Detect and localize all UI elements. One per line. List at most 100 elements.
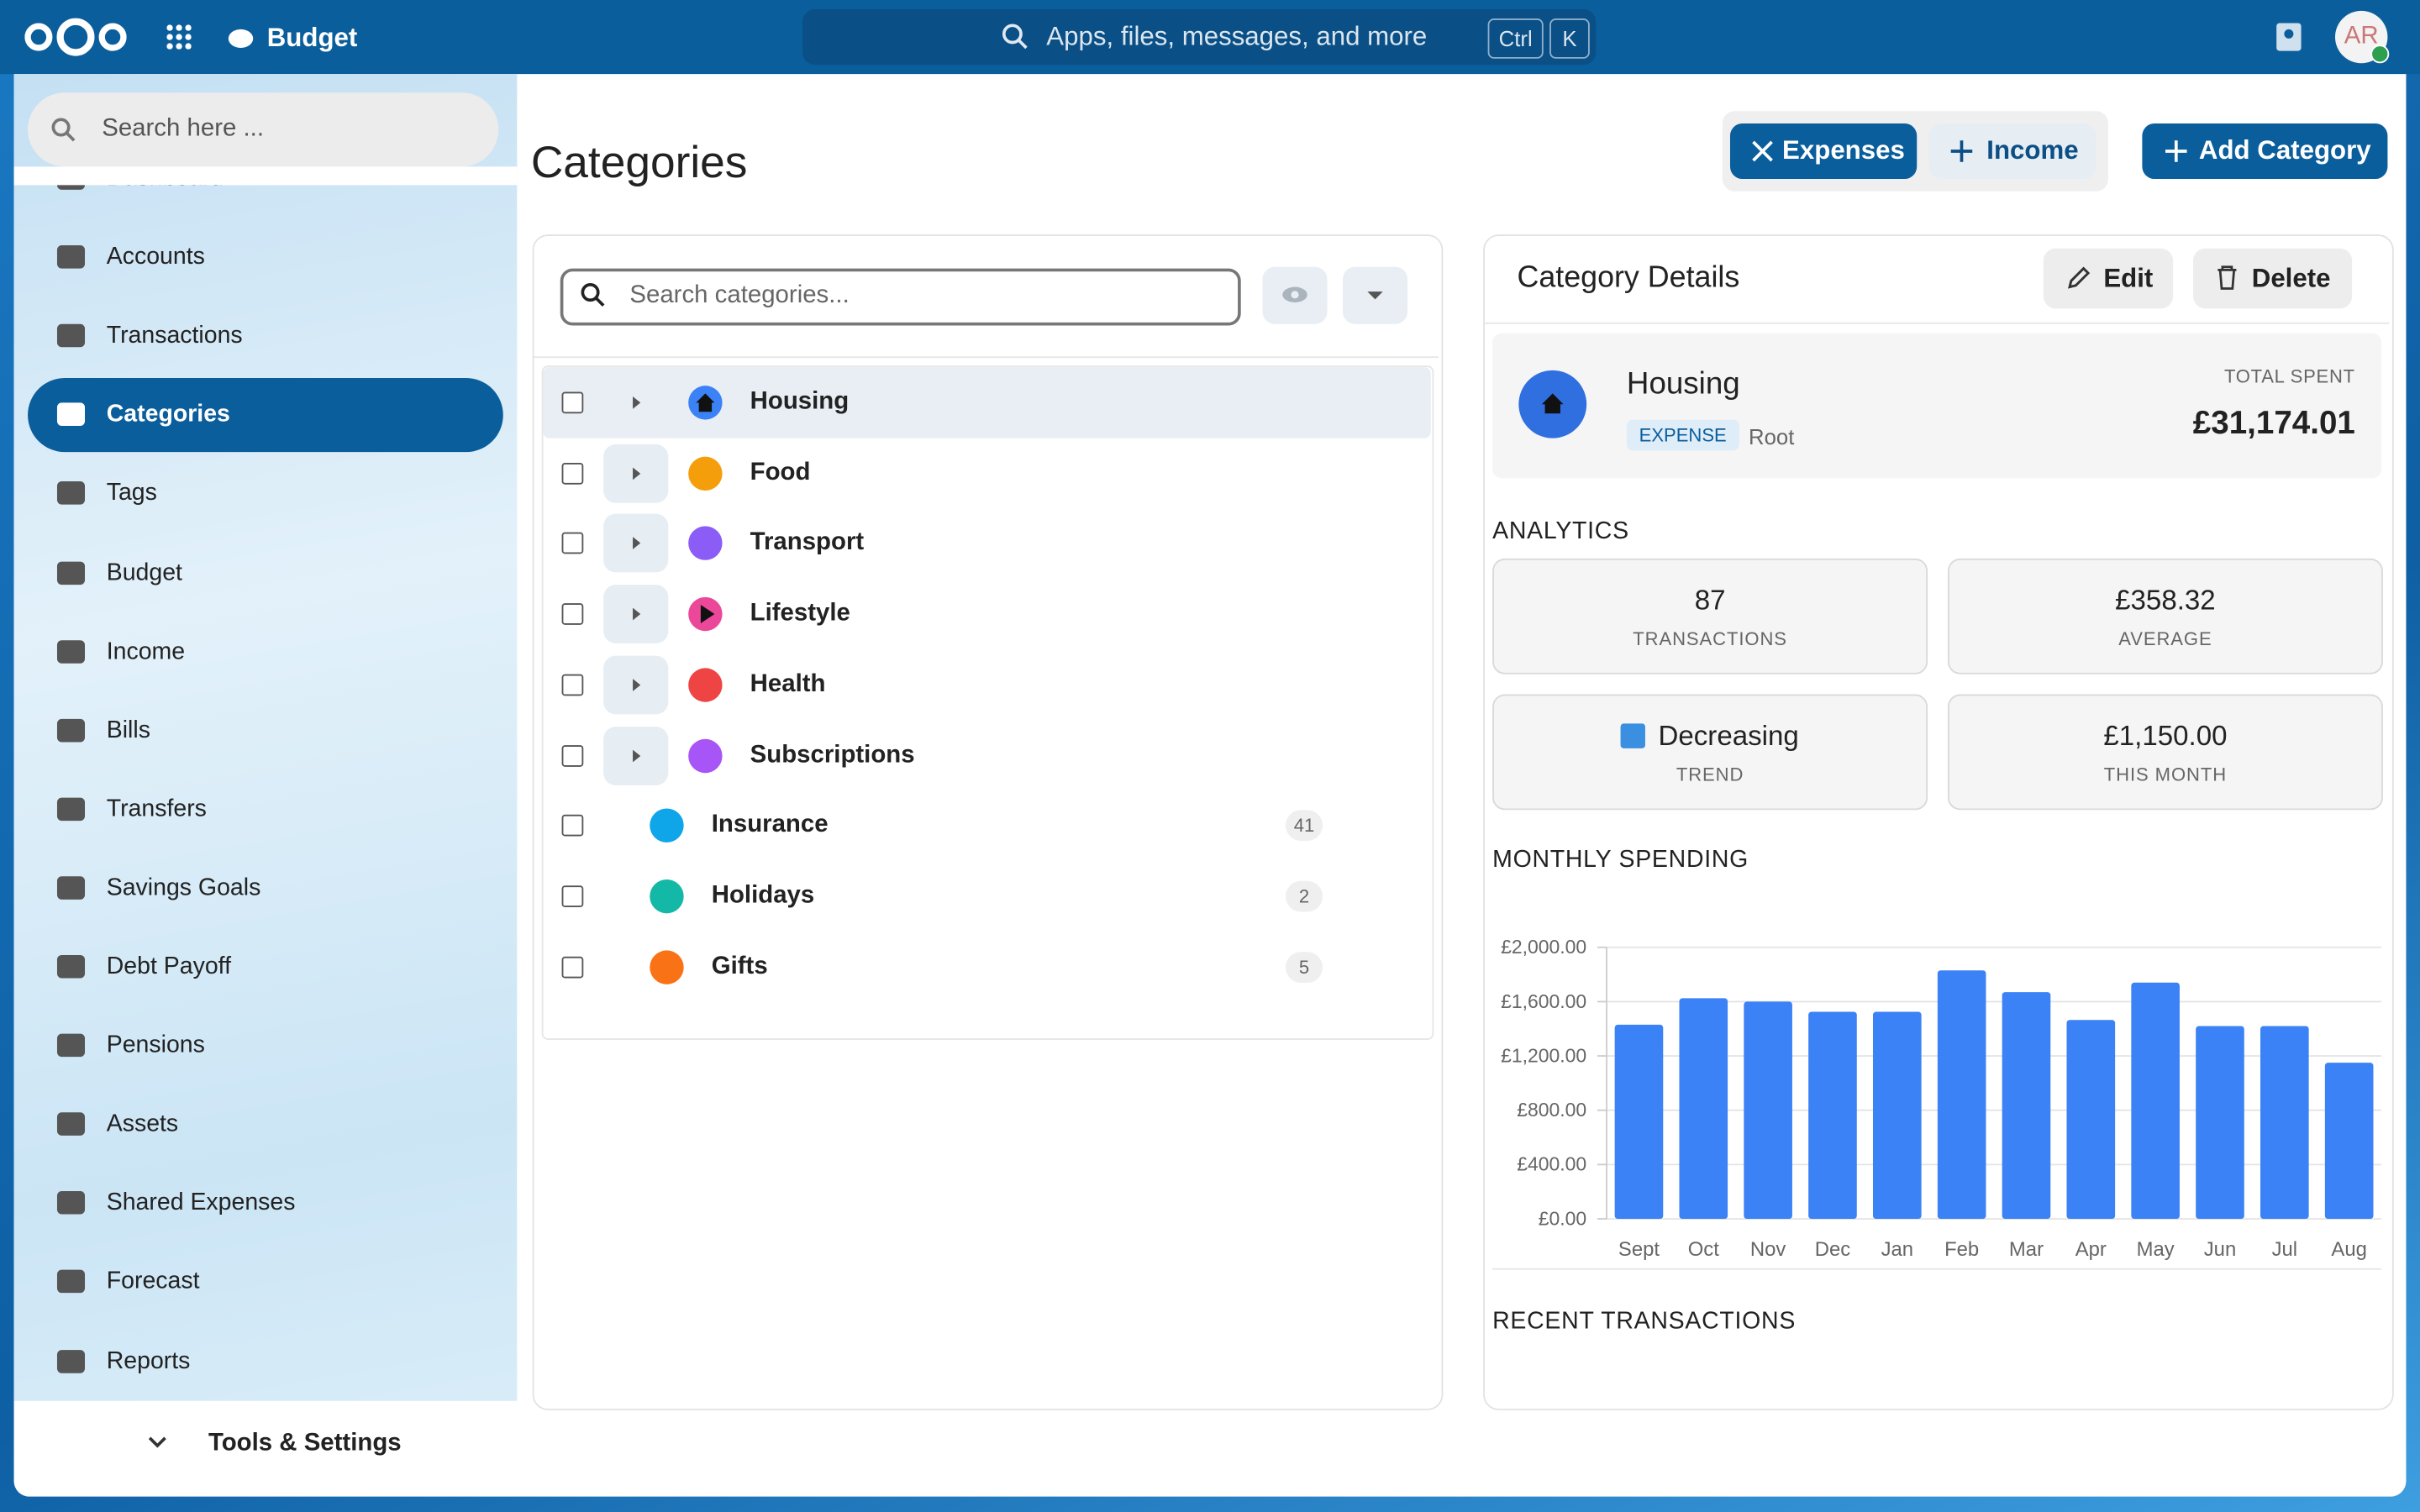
section-title: RECENT TRANSACTIONS [1492,1308,1797,1335]
nav-item[interactable]: Dashboard [107,185,224,194]
filter-label: Income [1986,135,2079,165]
bar [2131,982,2180,1220]
edit-button[interactable]: Edit [2043,248,2174,309]
bar [1614,1024,1664,1220]
expand-button[interactable] [603,726,669,785]
global-search[interactable] [802,9,1597,66]
section-title: ANALYTICS [1492,518,1629,545]
nav-item[interactable]: Savings Goals [106,874,261,901]
nav-item[interactable]: Tags [106,480,157,507]
expand-button[interactable] [603,444,669,503]
plus-icon [2165,140,2187,162]
home-icon [1541,393,1564,414]
x-tick-label: Apr [2075,1238,2107,1261]
page-title: Categories [530,139,748,189]
category-name[interactable]: Food [750,459,811,486]
checkbox[interactable] [561,603,584,626]
delete-button[interactable]: Delete [2193,248,2353,309]
category-search[interactable] [560,268,1241,326]
nav-item[interactable]: Budget [106,559,182,586]
expand-button[interactable] [603,655,669,715]
checkbox[interactable] [561,885,584,907]
monthly-chart: £0.00 £400.00 £800.00 £1,200.00 £1,600.00 £2,… [1501,936,2382,1261]
nav-item[interactable]: Pensions [106,1032,205,1059]
search-icon [1002,24,1028,50]
caret [633,748,641,762]
category-list [541,365,1434,1040]
edit-icon [2068,266,2091,289]
nav-icon [56,1270,86,1294]
x-tick-label: Sept [1618,1238,1660,1261]
checkbox[interactable] [561,956,584,978]
play-icon [700,605,715,624]
nav-item[interactable]: Shared Expenses [106,1189,296,1216]
x-tick-label: Aug [2331,1238,2366,1261]
sidebar-footer[interactable]: Tools & Settings [208,1430,402,1457]
divider [1484,322,2390,324]
category-name[interactable]: Transport [750,529,865,556]
nav-icon [56,954,86,979]
category-name[interactable]: Lifestyle [750,600,850,627]
category-search-placeholder: Search categories... [629,282,850,309]
nav-active[interactable] [28,378,503,453]
shortcut-key: K [1549,18,1590,59]
checkbox[interactable] [561,674,584,696]
count-badge: 5 [1286,951,1323,983]
sidebar-nav: Dashboard Accounts Transactions Categories T… [14,185,518,1400]
checkbox[interactable] [561,744,584,766]
nav-icon [56,1191,86,1215]
divider [1492,1268,2382,1270]
logo[interactable] [22,15,130,61]
trash-icon [2217,265,2237,290]
search-icon [51,118,76,142]
nav-item[interactable]: Transactions [106,323,243,349]
stat-box: 87 TRANSACTIONS [1492,558,1928,675]
x-tick-label: May [2137,1238,2175,1261]
bar [1808,1011,1857,1220]
caret [633,466,641,480]
y-tick-label: £0.00 [1539,1207,1586,1229]
caret [633,678,641,691]
sidebar [13,74,518,1401]
nav-item[interactable]: Assets [106,1110,179,1138]
expand-button[interactable] [603,514,669,574]
expand-button[interactable] [603,585,669,644]
nav-icon [56,1033,86,1058]
avatar[interactable]: AR [2334,10,2388,64]
category-color [688,386,723,420]
nav-item[interactable]: Forecast [106,1268,200,1295]
nav-item[interactable]: Reports [106,1347,191,1374]
checkbox[interactable] [561,533,584,555]
home-icon [696,393,715,412]
nav-icon [56,797,86,821]
checkbox[interactable] [561,391,584,414]
stat-value: £1,150.00 [2103,720,2228,752]
bar [1679,998,1728,1220]
nav-item[interactable]: Bills [106,717,150,743]
nav-item[interactable]: Accounts [106,244,205,270]
apps-icon[interactable] [166,24,192,50]
caret [633,396,641,409]
category-name[interactable]: Insurance [711,811,829,838]
nav-item[interactable]: Transfers [106,795,207,822]
nav-icon [56,402,86,427]
category-name[interactable]: Holidays [711,882,815,909]
nav-item[interactable]: Income [106,638,186,664]
category-name[interactable]: Housing [750,388,850,416]
category-name[interactable]: Subscriptions [750,741,915,768]
expand-button[interactable] [603,373,668,432]
shortcut-key: Ctrl [1487,18,1544,59]
contacts-icon[interactable] [2275,22,2302,53]
nav-item[interactable]: Debt Payoff [106,953,231,980]
nav-item[interactable]: Categories [106,402,230,428]
category-name[interactable]: Gifts [711,953,768,979]
bar [1872,1011,1922,1220]
add-category-label: Add Category [2198,135,2371,165]
bar [2002,992,2051,1220]
sidebar-search[interactable] [28,92,499,167]
category-name[interactable]: Health [750,670,826,697]
checkbox[interactable] [561,462,584,485]
app-name[interactable]: Budget [266,23,358,53]
checkbox[interactable] [561,815,584,837]
